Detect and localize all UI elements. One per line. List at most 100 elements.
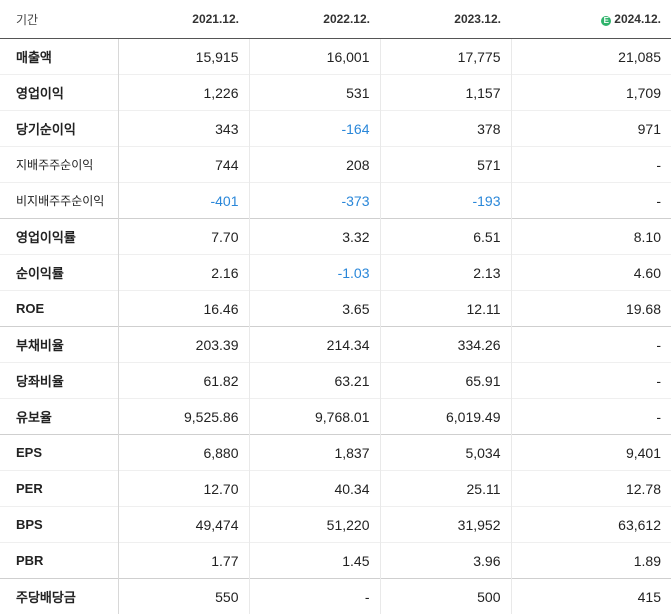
row-value: 63,612 <box>511 507 671 543</box>
row-value: 500 <box>380 579 511 614</box>
row-value: 214.34 <box>249 327 380 363</box>
row-value: 6.51 <box>380 219 511 255</box>
row-value: 19.68 <box>511 291 671 327</box>
period-2022: 2022.12. <box>249 0 380 39</box>
row-label: 부채비율 <box>0 327 118 363</box>
row-value: 65.91 <box>380 363 511 399</box>
table-row: 비지배주주순이익-401-373-193- <box>0 183 671 219</box>
row-value: 415 <box>511 579 671 614</box>
row-label: BPS <box>0 507 118 543</box>
row-value: 971 <box>511 111 671 147</box>
row-value: 25.11 <box>380 471 511 507</box>
row-label: 당좌비율 <box>0 363 118 399</box>
row-value: 1,226 <box>118 75 249 111</box>
row-value: 63.21 <box>249 363 380 399</box>
row-label: 영업이익률 <box>0 219 118 255</box>
row-label: 지배주주순이익 <box>0 147 118 183</box>
row-value: 61.82 <box>118 363 249 399</box>
row-value: 343 <box>118 111 249 147</box>
row-value: 550 <box>118 579 249 614</box>
row-label: 매출액 <box>0 39 118 75</box>
row-value: 531 <box>249 75 380 111</box>
row-value: 1.89 <box>511 543 671 579</box>
row-value: 9,401 <box>511 435 671 471</box>
row-value: 40.34 <box>249 471 380 507</box>
row-value: 7.70 <box>118 219 249 255</box>
row-value: - <box>249 579 380 614</box>
row-value: 12.78 <box>511 471 671 507</box>
row-value: 2.13 <box>380 255 511 291</box>
row-value: -164 <box>249 111 380 147</box>
row-value: 1.77 <box>118 543 249 579</box>
row-value: -1.03 <box>249 255 380 291</box>
row-value: 17,775 <box>380 39 511 75</box>
period-2021: 2021.12. <box>118 0 249 39</box>
row-value: 1,837 <box>249 435 380 471</box>
row-value: 1,157 <box>380 75 511 111</box>
row-value: -373 <box>249 183 380 219</box>
row-value: 21,085 <box>511 39 671 75</box>
row-value: - <box>511 327 671 363</box>
row-value: - <box>511 399 671 435</box>
row-value: 378 <box>380 111 511 147</box>
period-header-label: 기간 <box>0 0 118 39</box>
row-value: 15,915 <box>118 39 249 75</box>
row-value: -401 <box>118 183 249 219</box>
row-value: 3.32 <box>249 219 380 255</box>
row-label: ROE <box>0 291 118 327</box>
row-value: 49,474 <box>118 507 249 543</box>
row-value: -193 <box>380 183 511 219</box>
row-value: 12.11 <box>380 291 511 327</box>
row-value: 6,880 <box>118 435 249 471</box>
row-label: PER <box>0 471 118 507</box>
row-value: 571 <box>380 147 511 183</box>
row-value: 3.96 <box>380 543 511 579</box>
row-value: 6,019.49 <box>380 399 511 435</box>
row-value: 5,034 <box>380 435 511 471</box>
row-value: 9,525.86 <box>118 399 249 435</box>
row-value: 8.10 <box>511 219 671 255</box>
row-value: 12.70 <box>118 471 249 507</box>
row-label: 순이익률 <box>0 255 118 291</box>
row-label: 주당배당금 <box>0 579 118 614</box>
row-value: - <box>511 147 671 183</box>
row-label: EPS <box>0 435 118 471</box>
row-value: 16.46 <box>118 291 249 327</box>
row-value: 4.60 <box>511 255 671 291</box>
row-value: 2.16 <box>118 255 249 291</box>
row-value: 31,952 <box>380 507 511 543</box>
row-value: 1,709 <box>511 75 671 111</box>
row-label: 비지배주주순이익 <box>0 183 118 219</box>
period-2024-label: 2024.12. <box>614 12 661 26</box>
row-value: 1.45 <box>249 543 380 579</box>
row-value: 3.65 <box>249 291 380 327</box>
row-value: 16,001 <box>249 39 380 75</box>
row-value: 203.39 <box>118 327 249 363</box>
estimate-icon: E <box>601 16 611 26</box>
row-value: 51,220 <box>249 507 380 543</box>
row-label: 영업이익 <box>0 75 118 111</box>
row-value: - <box>511 183 671 219</box>
row-value: 9,768.01 <box>249 399 380 435</box>
period-2023: 2023.12. <box>380 0 511 39</box>
row-label: 당기순이익 <box>0 111 118 147</box>
row-value: 744 <box>118 147 249 183</box>
row-label: 유보율 <box>0 399 118 435</box>
row-value: 208 <box>249 147 380 183</box>
row-value: 334.26 <box>380 327 511 363</box>
